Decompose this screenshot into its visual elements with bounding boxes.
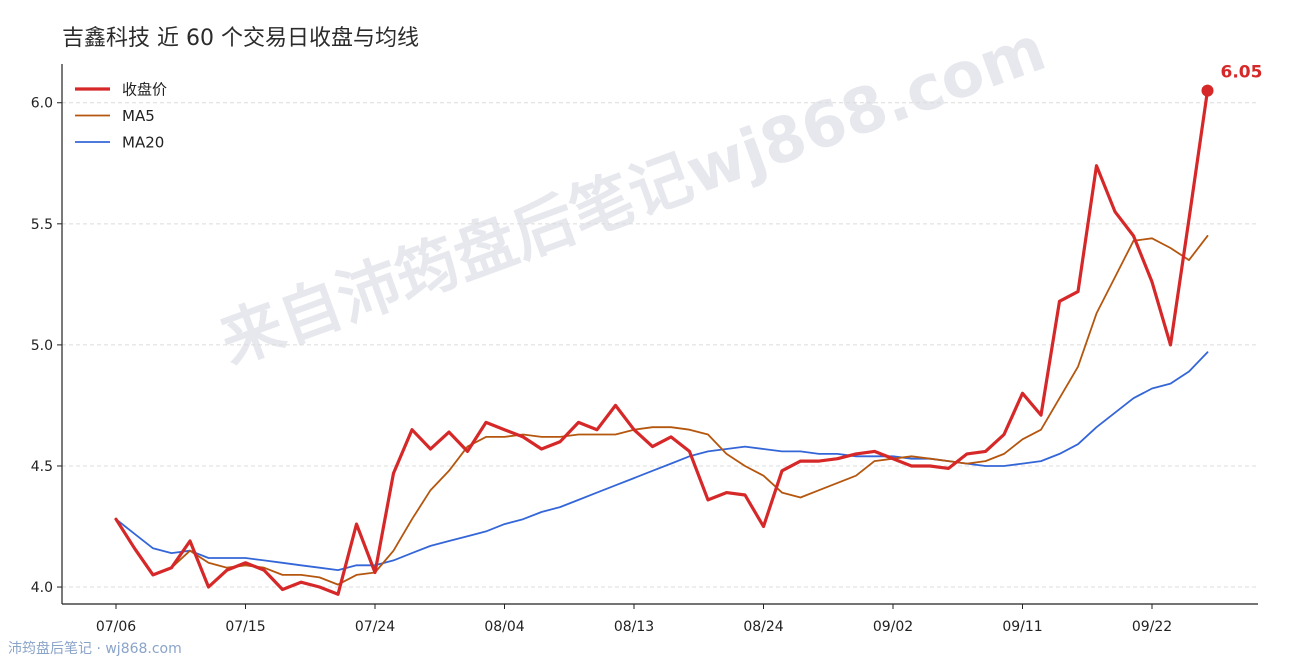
chart-title: 吉鑫科技 近 60 个交易日收盘与均线	[62, 26, 419, 51]
y-tick-label: 5.5	[31, 217, 53, 233]
watermark-text: 来自沛筠盘后笔记wj868.com	[211, 11, 1055, 378]
series-line-2	[115, 351, 1209, 571]
axes: 4.0 4.5 5.0 5.5 6.0 07/06 07/15 07/24 08/04 08/13…	[31, 64, 1258, 635]
x-tick-label: 08/13	[614, 619, 654, 635]
y-tick-label: 4.0	[31, 580, 53, 596]
x-tick-label: 07/06	[96, 619, 136, 635]
x-tick-label: 07/15	[225, 619, 265, 635]
series-lines: 6.05	[114, 63, 1263, 596]
footer-credit: 沛筠盘后笔记 · wj868.com	[8, 641, 182, 657]
legend-label: MA5	[122, 107, 155, 125]
legend-label: 收盘价	[122, 81, 167, 99]
legend: 收盘价 MA5 MA20	[75, 81, 167, 152]
last-point-marker	[1201, 84, 1214, 97]
watermark: 来自沛筠盘后笔记wj868.com	[211, 11, 1055, 378]
x-tick-label: 09/02	[873, 619, 913, 635]
grid-lines	[62, 102, 1258, 588]
y-tick-label: 6.0	[31, 96, 53, 112]
y-tick-label: 4.5	[31, 459, 53, 475]
series-line-1	[115, 234, 1209, 586]
legend-label: MA20	[122, 134, 164, 152]
x-tick-label: 08/24	[743, 619, 783, 635]
x-tick-label: 07/24	[355, 619, 395, 635]
series-line-0	[114, 88, 1210, 596]
last-value-label: 6.05	[1221, 63, 1263, 83]
x-tick-label: 09/22	[1132, 619, 1172, 635]
x-tick-label: 09/11	[1002, 619, 1042, 635]
y-tick-label: 5.0	[31, 338, 53, 354]
x-tick-label: 08/04	[484, 619, 524, 635]
